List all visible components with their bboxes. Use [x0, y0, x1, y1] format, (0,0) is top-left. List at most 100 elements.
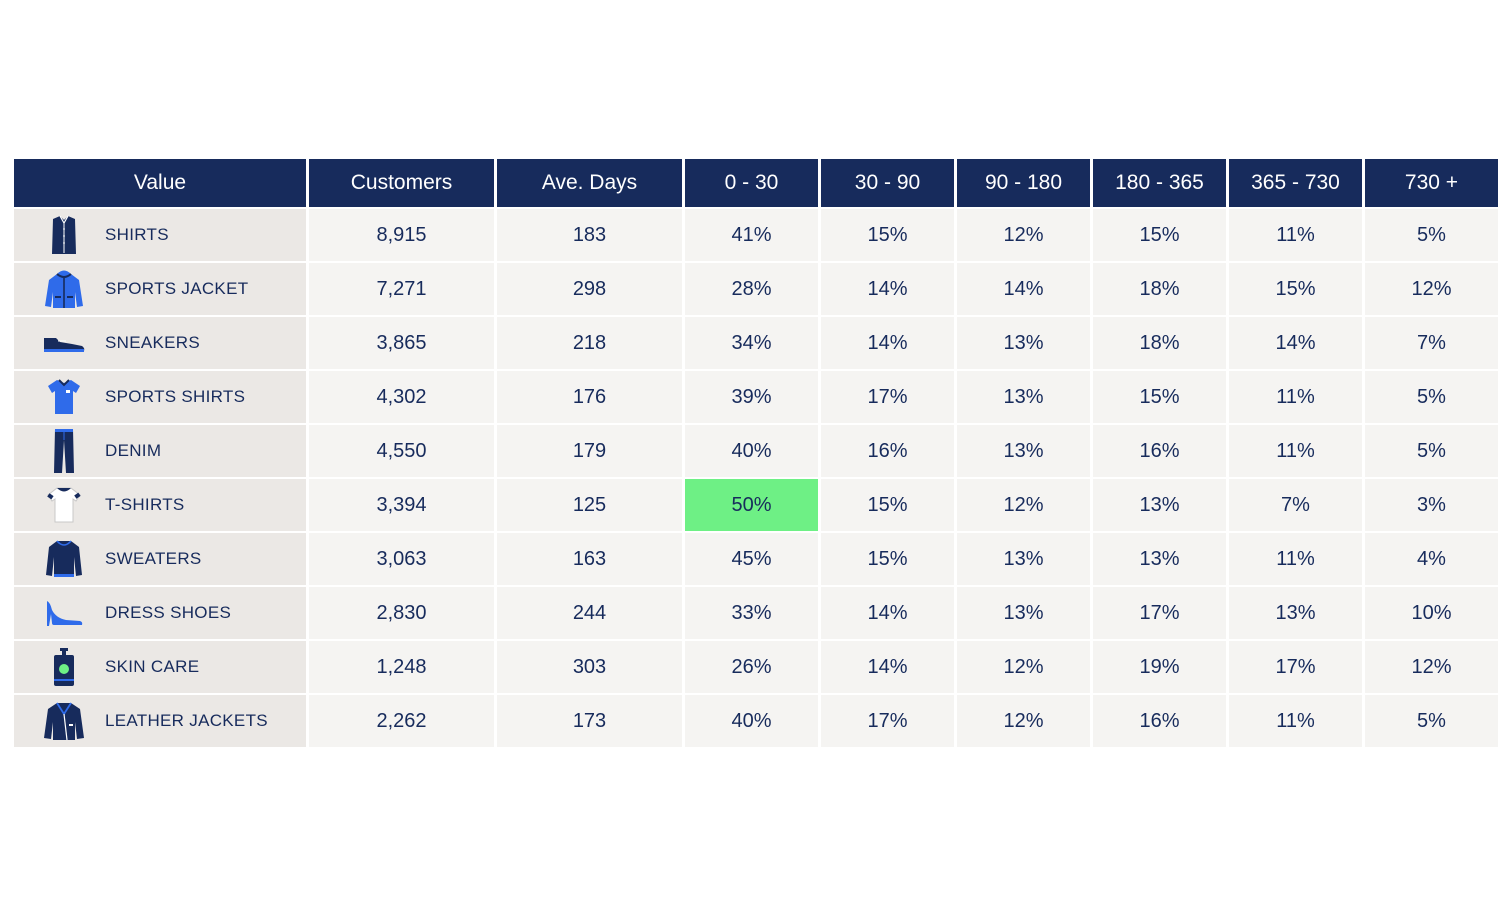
shirt-icon — [39, 212, 89, 258]
value-cell: 11% — [1229, 533, 1362, 587]
value-cell: 13% — [957, 317, 1090, 371]
value-cell: 41% — [685, 209, 818, 263]
value-cell: 12% — [957, 209, 1090, 263]
category-label: SNEAKERS — [105, 333, 200, 352]
category-cell: SKIN CARE — [14, 641, 306, 695]
column-header: 180 - 365 — [1093, 159, 1226, 209]
value-cell: 14% — [821, 317, 954, 371]
dress-shoe-icon — [39, 590, 89, 636]
value-cell: 10% — [1365, 587, 1498, 641]
value-cell: 28% — [685, 263, 818, 317]
table-row: T-SHIRTS 3,394 125 50% 15% 12% 13% 7% 3% — [14, 479, 1498, 533]
value-cell: 5% — [1365, 425, 1498, 479]
category-label: SPORTS JACKET — [105, 279, 249, 298]
value-cell: 7,271 — [309, 263, 494, 317]
retention-table: Value Customers Ave. Days 0 - 30 30 - 90 90 -… — [11, 159, 1500, 749]
value-cell: 3,865 — [309, 317, 494, 371]
category-cell: SHIRTS — [14, 209, 306, 263]
header-row: Value Customers Ave. Days 0 - 30 30 - 90 90 -… — [14, 159, 1498, 209]
value-cell: 13% — [957, 425, 1090, 479]
category-label: LEATHER JACKETS — [105, 711, 268, 730]
value-cell: 12% — [957, 479, 1090, 533]
value-cell: 12% — [957, 641, 1090, 695]
value-cell: 15% — [821, 479, 954, 533]
value-cell: 15% — [1093, 209, 1226, 263]
table-row: SKIN CARE 1,248 303 26% 14% 12% 19% 17% 12% — [14, 641, 1498, 695]
category-cell: DENIM — [14, 425, 306, 479]
sports-shirt-icon — [39, 374, 89, 420]
value-cell: 14% — [957, 263, 1090, 317]
table-row: LEATHER JACKETS 2,262 173 40% 17% 12% 16% 11% 5% — [14, 695, 1498, 749]
category-label: DRESS SHOES — [105, 603, 232, 622]
value-cell: 17% — [1093, 587, 1226, 641]
category-cell: SWEATERS — [14, 533, 306, 587]
value-cell: 39% — [685, 371, 818, 425]
value-cell: 14% — [821, 587, 954, 641]
value-cell: 16% — [1093, 425, 1226, 479]
value-cell: 16% — [821, 425, 954, 479]
value-cell: 33% — [685, 587, 818, 641]
value-cell: 34% — [685, 317, 818, 371]
table-body: SHIRTS 8,915 183 41% 15% 12% 15% 11% 5% SPORTS JA… — [14, 209, 1498, 749]
category-label: SKIN CARE — [105, 657, 200, 676]
table-row: SNEAKERS 3,865 218 34% 14% 13% 18% 14% 7% — [14, 317, 1498, 371]
category-cell: DRESS SHOES — [14, 587, 306, 641]
category-cell: SPORTS SHIRTS — [14, 371, 306, 425]
table-row: DENIM 4,550 179 40% 16% 13% 16% 11% 5% — [14, 425, 1498, 479]
value-cell: 244 — [497, 587, 682, 641]
value-cell: 2,830 — [309, 587, 494, 641]
table-row: SHIRTS 8,915 183 41% 15% 12% 15% 11% 5% — [14, 209, 1498, 263]
value-cell: 13% — [957, 587, 1090, 641]
value-cell: 13% — [957, 533, 1090, 587]
category-cell: SPORTS JACKET — [14, 263, 306, 317]
category-label: SPORTS SHIRTS — [105, 387, 246, 406]
value-cell: 218 — [497, 317, 682, 371]
category-label: SHIRTS — [105, 225, 169, 244]
column-header: 0 - 30 — [685, 159, 818, 209]
value-cell: 298 — [497, 263, 682, 317]
value-cell: 1,248 — [309, 641, 494, 695]
value-cell: 11% — [1229, 425, 1362, 479]
column-header: 30 - 90 — [821, 159, 954, 209]
value-cell: 7% — [1365, 317, 1498, 371]
value-cell: 13% — [1229, 587, 1362, 641]
t-shirt-icon — [39, 482, 89, 528]
leather-jacket-icon — [39, 698, 89, 744]
column-header: 730 + — [1365, 159, 1498, 209]
value-cell: 11% — [1229, 695, 1362, 749]
sports-jacket-icon — [39, 266, 89, 312]
value-cell: 16% — [1093, 695, 1226, 749]
value-cell: 12% — [1365, 641, 1498, 695]
category-cell: T-SHIRTS — [14, 479, 306, 533]
value-cell: 17% — [1229, 641, 1362, 695]
value-cell: 12% — [957, 695, 1090, 749]
table-row: DRESS SHOES 2,830 244 33% 14% 13% 17% 13% 10% — [14, 587, 1498, 641]
value-cell: 3,063 — [309, 533, 494, 587]
retention-table-container: Value Customers Ave. Days 0 - 30 30 - 90 90 -… — [14, 159, 1498, 749]
skin-care-icon — [39, 644, 89, 690]
denim-icon — [39, 428, 89, 474]
value-cell: 17% — [821, 695, 954, 749]
table-row: SWEATERS 3,063 163 45% 15% 13% 13% 11% 4% — [14, 533, 1498, 587]
category-label: DENIM — [105, 441, 162, 460]
value-cell: 18% — [1093, 263, 1226, 317]
value-cell: 179 — [497, 425, 682, 479]
value-cell: 5% — [1365, 371, 1498, 425]
value-cell: 3% — [1365, 479, 1498, 533]
value-cell: 13% — [1093, 533, 1226, 587]
value-cell: 11% — [1229, 371, 1362, 425]
column-header: 365 - 730 — [1229, 159, 1362, 209]
category-label: SWEATERS — [105, 549, 202, 568]
value-cell: 26% — [685, 641, 818, 695]
category-label: T-SHIRTS — [105, 495, 185, 514]
value-cell: 4% — [1365, 533, 1498, 587]
value-cell: 5% — [1365, 695, 1498, 749]
value-cell: 15% — [1093, 371, 1226, 425]
category-cell: SNEAKERS — [14, 317, 306, 371]
value-cell: 14% — [821, 641, 954, 695]
value-cell: 14% — [1229, 317, 1362, 371]
column-header: Customers — [309, 159, 494, 209]
table-row: SPORTS JACKET 7,271 298 28% 14% 14% 18% 15% 12% — [14, 263, 1498, 317]
column-header: 90 - 180 — [957, 159, 1090, 209]
value-cell: 7% — [1229, 479, 1362, 533]
